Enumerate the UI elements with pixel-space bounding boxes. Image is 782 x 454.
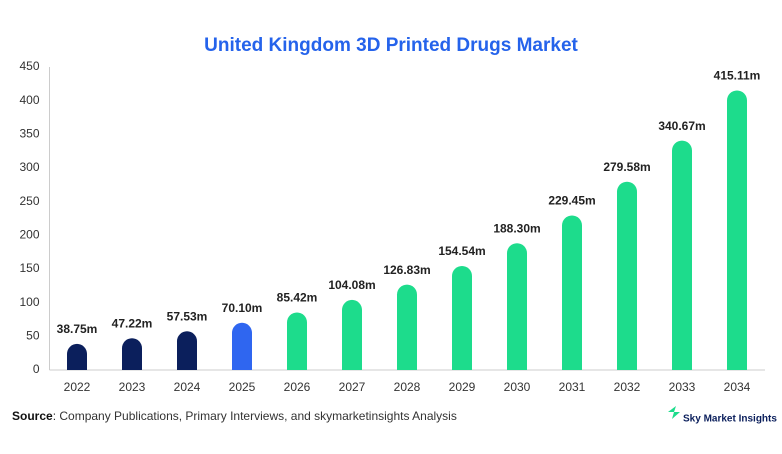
x-tick-label: 2027 <box>339 380 366 394</box>
x-tick-label: 2029 <box>449 380 476 394</box>
value-label: 340.67m <box>658 119 705 133</box>
bar <box>232 322 252 370</box>
bar <box>342 299 362 370</box>
value-label: 188.30m <box>493 221 540 235</box>
bar <box>67 343 87 370</box>
y-tick-label: 200 <box>19 228 39 242</box>
bar <box>672 140 692 370</box>
bar <box>727 90 747 370</box>
source-label: Source <box>12 409 53 423</box>
value-label: 104.08m <box>328 278 375 292</box>
y-tick-label: 350 <box>19 127 39 141</box>
x-tick-label: 2028 <box>394 380 421 394</box>
value-label: 38.75m <box>57 322 98 336</box>
chart-title: United Kingdom 3D Printed Drugs Market <box>204 35 578 56</box>
x-tick-label: 2026 <box>284 380 311 394</box>
x-tick-label: 2034 <box>724 380 751 394</box>
y-tick-label: 100 <box>19 295 39 309</box>
y-tick-label: 50 <box>26 329 40 343</box>
x-tick-label: 2031 <box>559 380 586 394</box>
x-tick-label: 2025 <box>229 380 256 394</box>
x-tick-label: 2023 <box>119 380 146 394</box>
source: Source: Company Publications, Primary In… <box>12 409 457 423</box>
x-tick-label: 2022 <box>64 380 91 394</box>
bar <box>397 284 417 370</box>
x-tick-label: 2032 <box>614 380 641 394</box>
x-tick-label: 2033 <box>669 380 696 394</box>
y-tick-label: 450 <box>19 59 39 73</box>
value-label: 57.53m <box>167 309 208 323</box>
value-label: 229.45m <box>548 194 595 208</box>
x-tick-label: 2024 <box>174 380 201 394</box>
y-tick-label: 0 <box>33 362 40 376</box>
bar <box>617 181 637 370</box>
value-label: 126.83m <box>383 263 430 277</box>
bar <box>287 312 307 370</box>
brand: Sky Market Insights <box>683 414 777 425</box>
bar <box>177 331 197 370</box>
value-label: 154.54m <box>438 244 485 258</box>
y-tick-label: 250 <box>19 194 39 208</box>
bar <box>122 338 142 370</box>
logo-icon <box>668 406 680 419</box>
value-label: 70.10m <box>222 301 263 315</box>
bar <box>452 265 472 370</box>
y-tick-label: 150 <box>19 261 39 275</box>
bar <box>562 215 582 370</box>
value-label: 279.58m <box>603 160 650 174</box>
value-label: 415.11m <box>714 69 761 83</box>
y-tick-label: 400 <box>19 93 39 107</box>
value-label: 47.22m <box>112 316 153 330</box>
x-tick-label: 2030 <box>504 380 531 394</box>
y-tick-label: 300 <box>19 160 39 174</box>
source-text: : Company Publications, Primary Intervie… <box>53 409 457 423</box>
bar <box>507 243 527 370</box>
value-label: 85.42m <box>277 291 318 305</box>
